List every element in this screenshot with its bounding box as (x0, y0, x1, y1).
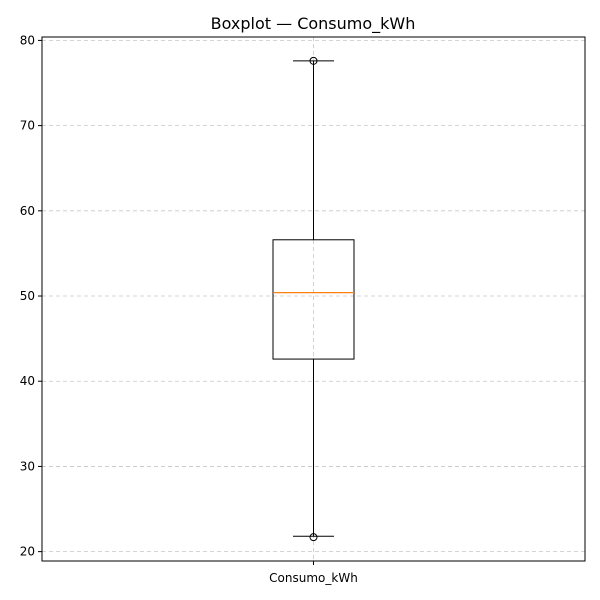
chart-title: Boxplot — Consumo_kWh (211, 14, 416, 34)
box-group (272, 56, 355, 542)
x-tick-label: Consumo_kWh (269, 571, 358, 585)
x-axis-ticks: Consumo_kWh (269, 561, 358, 585)
y-axis-ticks: 20 30 40 50 60 70 80 (20, 33, 42, 559)
y-tick-label: 60 (20, 204, 35, 218)
y-tick-label: 50 (20, 289, 35, 303)
plot-frame (41, 36, 586, 562)
y-tick-label: 80 (20, 33, 35, 47)
y-tick-label: 30 (20, 459, 35, 473)
outlier-point (309, 56, 318, 65)
y-tick-label: 40 (20, 374, 35, 388)
iqr-box (272, 239, 355, 360)
y-tick-label: 70 (20, 119, 35, 133)
outlier-point (309, 533, 318, 542)
y-tick-label: 20 (20, 545, 35, 559)
